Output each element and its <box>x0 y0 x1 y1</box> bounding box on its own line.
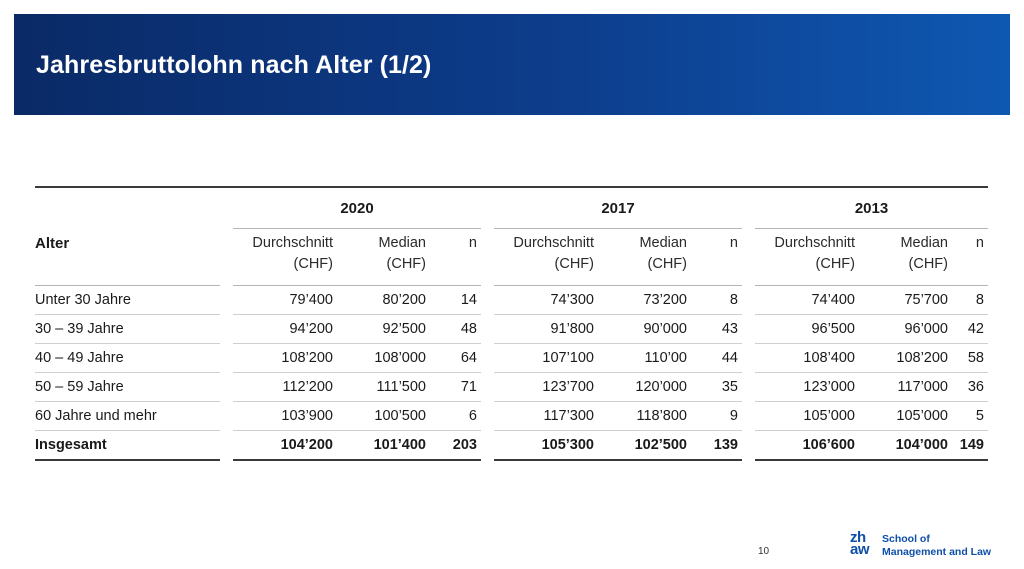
total-row: Insgesamt 104’200 101’400 203 105’300 102’500… <box>35 431 988 461</box>
logo-text: School of Management and Law <box>882 533 991 558</box>
avg-cell: 74’300 <box>494 286 598 315</box>
year-header-row: 2020 2017 2013 <box>35 188 988 229</box>
median-cell: 75’700 <box>859 286 952 315</box>
avg-cell: 112’200 <box>233 373 337 402</box>
n-cell: 64 <box>430 344 481 373</box>
avg-cell: 79’400 <box>233 286 337 315</box>
logo-line-2: Management and Law <box>882 545 992 558</box>
n-cell: 71 <box>430 373 481 402</box>
table-top-rule <box>35 186 988 188</box>
row-label: 30 – 39 Jahre <box>35 315 220 344</box>
n-cell: 6 <box>430 402 481 431</box>
avg-cell: 94’200 <box>233 315 337 344</box>
year-header-2020: 2020 <box>233 188 481 229</box>
avg-cell: 106’600 <box>755 431 859 461</box>
title-banner: Jahresbruttolohn nach Alter (1/2) <box>14 14 1010 115</box>
median-cell: 120’000 <box>598 373 691 402</box>
alter-header: Alter <box>35 229 220 286</box>
n-cell: 36 <box>952 373 988 402</box>
year-header-2017: 2017 <box>494 188 742 229</box>
avg-cell: 105’300 <box>494 431 598 461</box>
median-cell: 102’500 <box>598 431 691 461</box>
median-cell: 92’500 <box>337 315 430 344</box>
median-cell: 96’000 <box>859 315 952 344</box>
salary-table-container: 2020 2017 2013 Alter Durchschnitt (CHF) M… <box>35 186 988 461</box>
logo-mark-top: zh <box>850 529 866 546</box>
median-header: Median (CHF) <box>859 229 952 286</box>
logo-mark-bottom: aw <box>850 541 870 558</box>
avg-cell: 123’700 <box>494 373 598 402</box>
avg-cell: 74’400 <box>755 286 859 315</box>
salary-table: 2020 2017 2013 Alter Durchschnitt (CHF) M… <box>35 188 988 461</box>
row-label: 40 – 49 Jahre <box>35 344 220 373</box>
row-label: Insgesamt <box>35 431 220 461</box>
n-cell: 14 <box>430 286 481 315</box>
table-row: 30 – 39 Jahre 94’200 92’500 48 91’800 90’000 4… <box>35 315 988 344</box>
avg-header: Durchschnitt (CHF) <box>494 229 598 286</box>
median-cell: 100’500 <box>337 402 430 431</box>
avg-cell: 103’900 <box>233 402 337 431</box>
n-cell: 8 <box>691 286 742 315</box>
n-cell: 48 <box>430 315 481 344</box>
n-cell: 8 <box>952 286 988 315</box>
n-cell: 42 <box>952 315 988 344</box>
page-title: Jahresbruttolohn nach Alter (1/2) <box>36 51 432 79</box>
row-label: Unter 30 Jahre <box>35 286 220 315</box>
row-label: 60 Jahre und mehr <box>35 402 220 431</box>
logo-line-1: School of <box>882 533 930 545</box>
median-cell: 111’500 <box>337 373 430 402</box>
year-header-2013: 2013 <box>755 188 988 229</box>
median-cell: 108’200 <box>859 344 952 373</box>
median-cell: 80’200 <box>337 286 430 315</box>
table-row: 60 Jahre und mehr 103’900 100’500 6 117’300 1… <box>35 402 988 431</box>
n-header: n <box>430 229 481 286</box>
avg-header: Durchschnitt (CHF) <box>755 229 859 286</box>
table-row: 40 – 49 Jahre 108’200 108’000 64 107’100 110’… <box>35 344 988 373</box>
median-cell: 101’400 <box>337 431 430 461</box>
n-cell: 9 <box>691 402 742 431</box>
median-header: Median (CHF) <box>598 229 691 286</box>
n-header: n <box>691 229 742 286</box>
avg-cell: 107’100 <box>494 344 598 373</box>
n-cell: 44 <box>691 344 742 373</box>
zhaw-logo-icon: zh aw <box>850 529 880 560</box>
avg-cell: 108’400 <box>755 344 859 373</box>
n-cell: 43 <box>691 315 742 344</box>
row-label: 50 – 59 Jahre <box>35 373 220 402</box>
median-cell: 104’000 <box>859 431 952 461</box>
avg-cell: 96’500 <box>755 315 859 344</box>
n-cell: 149 <box>952 431 988 461</box>
avg-cell: 108’200 <box>233 344 337 373</box>
n-cell: 35 <box>691 373 742 402</box>
median-cell: 108’000 <box>337 344 430 373</box>
zhaw-logo: zh aw School of Management and Law <box>850 529 1010 560</box>
table-body: Unter 30 Jahre 79’400 80’200 14 74’300 73’200… <box>35 286 988 461</box>
n-header: n <box>952 229 988 286</box>
avg-cell: 91’800 <box>494 315 598 344</box>
median-header: Median (CHF) <box>337 229 430 286</box>
median-cell: 118’800 <box>598 402 691 431</box>
table-row: Unter 30 Jahre 79’400 80’200 14 74’300 73’200… <box>35 286 988 315</box>
column-header-row: Alter Durchschnitt (CHF) Median (CHF) n Du… <box>35 229 988 286</box>
n-cell: 203 <box>430 431 481 461</box>
table-row: 50 – 59 Jahre 112’200 111’500 71 123’700 120’… <box>35 373 988 402</box>
avg-cell: 117’300 <box>494 402 598 431</box>
n-cell: 58 <box>952 344 988 373</box>
avg-cell: 105’000 <box>755 402 859 431</box>
n-cell: 139 <box>691 431 742 461</box>
median-cell: 117’000 <box>859 373 952 402</box>
median-cell: 105’000 <box>859 402 952 431</box>
n-cell: 5 <box>952 402 988 431</box>
avg-cell: 104’200 <box>233 431 337 461</box>
page-number: 10 <box>758 546 770 557</box>
avg-cell: 123’000 <box>755 373 859 402</box>
avg-header: Durchschnitt (CHF) <box>233 229 337 286</box>
median-cell: 110’00 <box>598 344 691 373</box>
median-cell: 73’200 <box>598 286 691 315</box>
median-cell: 90’000 <box>598 315 691 344</box>
empty-cell <box>35 188 220 229</box>
